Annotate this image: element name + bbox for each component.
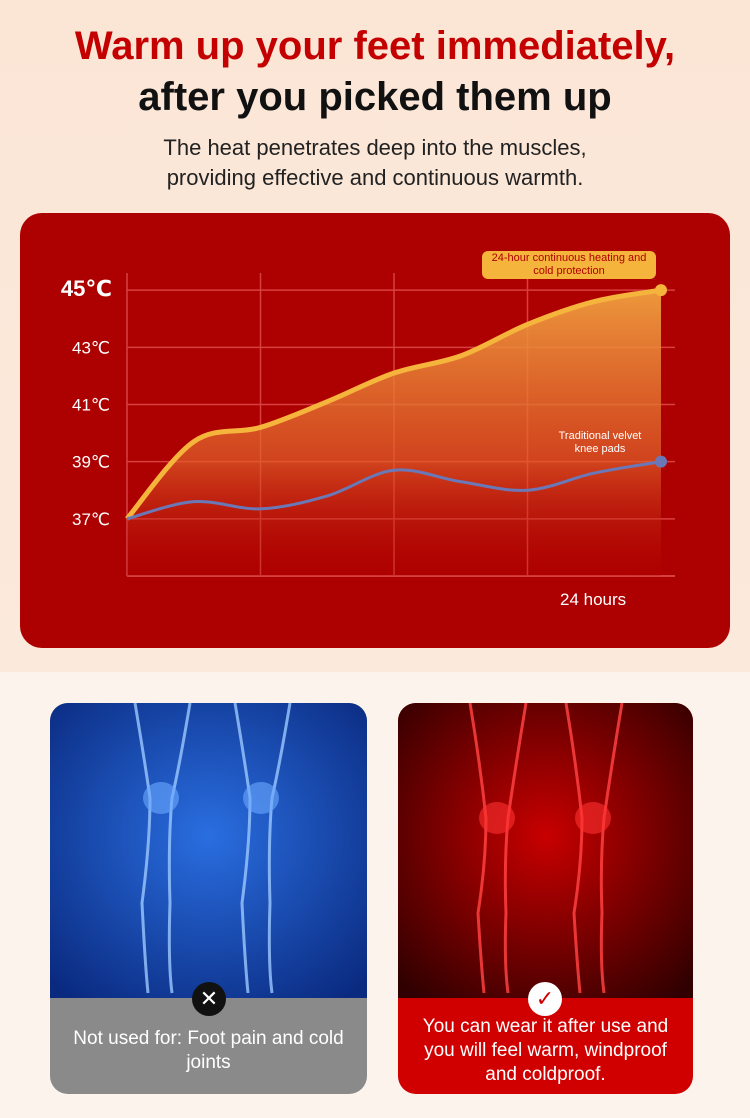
y-tick-label: 39℃ (72, 453, 110, 472)
end-point (655, 455, 667, 468)
y-tick-label: 37℃ (72, 510, 110, 529)
panel: You can wear it after use and you will f… (398, 703, 693, 1094)
title-line: after you picked them up (138, 75, 612, 119)
y-tick-label: 41℃ (72, 395, 110, 414)
subtitle-line: providing effective and continuous warmt… (166, 165, 584, 190)
subtitle-line: The heat penetrates deep into the muscle… (163, 135, 587, 160)
panel-caption: You can wear it after use and you will f… (422, 1016, 669, 1085)
chart: 37℃ 39℃ 41℃ 43℃ 45℃ (20, 213, 730, 648)
legs-image (398, 703, 693, 998)
panel-caption: Not used for: Foot pain and cold joints (73, 1028, 344, 1073)
line (126, 460, 662, 521)
line (125, 287, 662, 521)
panel: Not used for: Foot pain and cold joints (50, 703, 367, 1094)
series-annotation: 24-hour continuous heating and cold prot… (482, 251, 656, 279)
series-annotation: Traditional velvet knee pads (558, 430, 642, 455)
title-line: Warm up your feet immediately, (74, 24, 676, 68)
x-axis-label: 24 hours (560, 590, 627, 609)
y-tick-label: 43℃ (72, 338, 110, 357)
end-point (655, 284, 667, 297)
cross-icon: ✕ (192, 982, 226, 1016)
area (127, 290, 661, 576)
legs-image (50, 703, 367, 998)
check-icon: ✓ (528, 982, 562, 1016)
y-tick-label: 45℃ (61, 276, 112, 301)
